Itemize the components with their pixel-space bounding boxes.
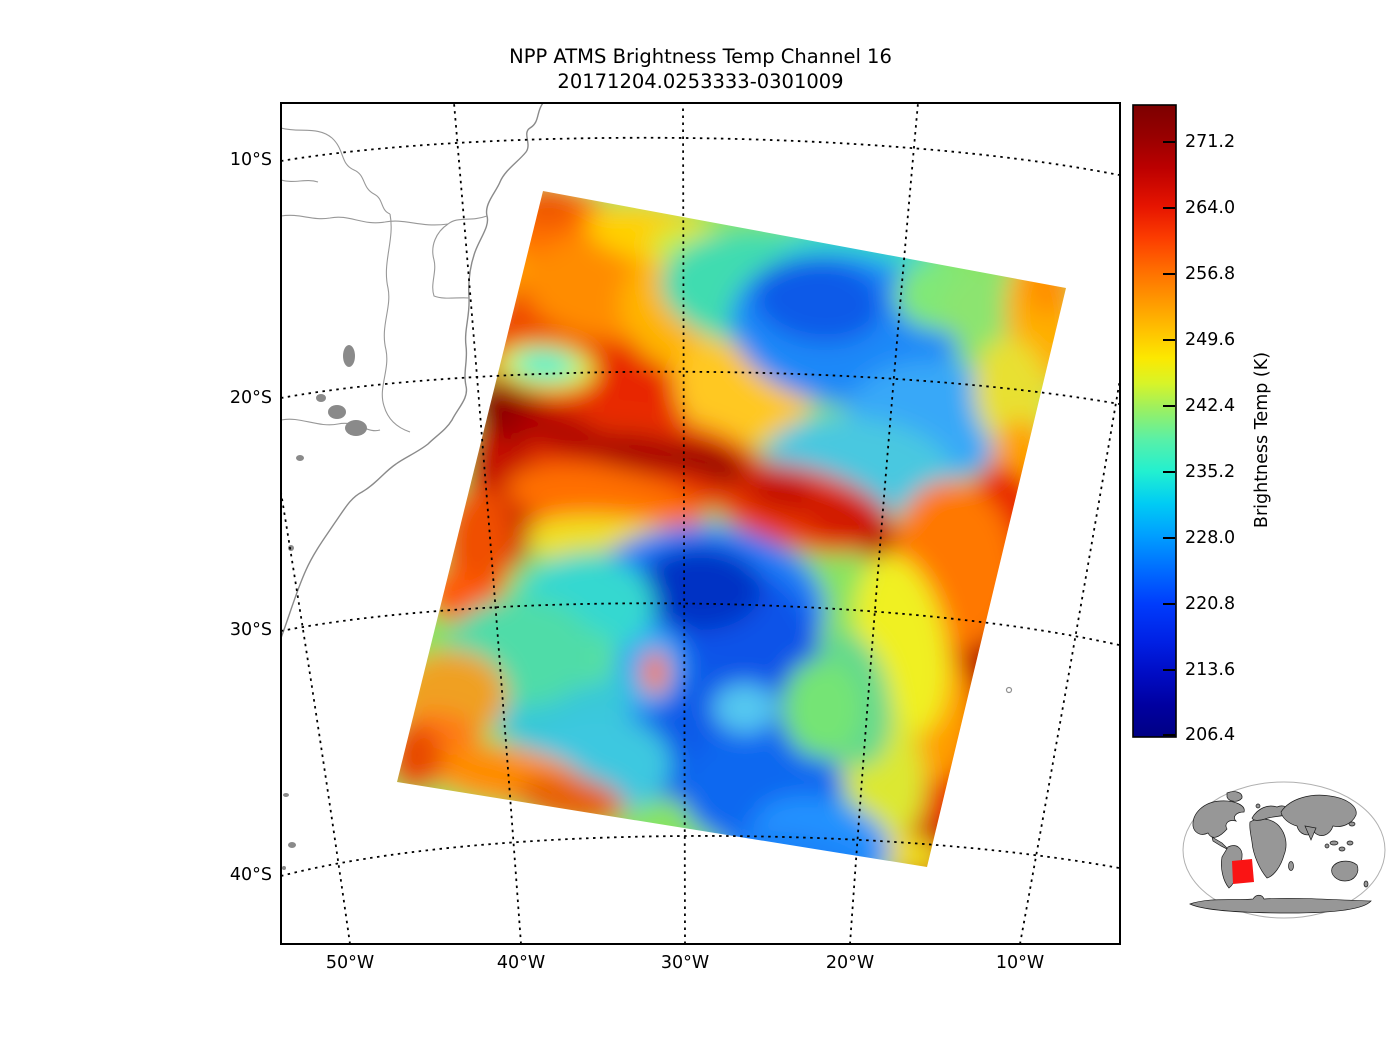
- lon-tick-label-20w: 20°W: [825, 953, 875, 973]
- colorbar-gradient: [1132, 104, 1177, 738]
- island-outline: [1005, 686, 1013, 694]
- colorbar-tick-label: 220.8: [1185, 594, 1236, 614]
- latitude-line-20s: [281, 370, 1120, 405]
- meridian-line-30w: [682, 103, 686, 944]
- title-line-1: NPP ATMS Brightness Temp Channel 16: [509, 45, 892, 68]
- colorbar-ticks: [1163, 141, 1175, 736]
- lakes: [282, 345, 367, 870]
- graticule: [281, 103, 1120, 944]
- title-line-2: 20171204.0253333-0301009: [557, 70, 844, 93]
- meridian-line-20w: [849, 103, 919, 944]
- colorbar-tick-label: 213.6: [1185, 660, 1236, 680]
- meridian-line-50w: [281, 487, 351, 944]
- colorbar-tick-label: 242.4: [1185, 396, 1236, 416]
- colorbar-tick-label: 206.4: [1185, 725, 1236, 745]
- lat-tick-label-10s: 10°S: [229, 150, 272, 170]
- lat-tick-label-30s: 30°S: [229, 620, 272, 640]
- colorbar-axis-label: Brightness Temp (K): [1252, 351, 1272, 529]
- figure-title: NPP ATMS Brightness Temp Channel 16 2017…: [280, 44, 1121, 94]
- lon-tick-label-40w: 40°W: [496, 953, 546, 973]
- inset-world-map: [1182, 781, 1386, 919]
- colorbar-tick-label: 228.0: [1185, 528, 1236, 548]
- colorbar-tick-label: 249.6: [1185, 330, 1236, 350]
- lon-tick-label-50w: 50°W: [325, 953, 375, 973]
- lat-tick-label-20s: 20°S: [229, 388, 272, 408]
- colorbar-tick-label: 235.2: [1185, 462, 1236, 482]
- colorbar-tick-label: 256.8: [1185, 264, 1236, 284]
- latitude-line-30s: [281, 602, 1120, 646]
- coastline-brazil: [281, 103, 544, 870]
- colorbar: [1132, 104, 1177, 738]
- state-borders: [281, 127, 488, 433]
- lon-tick-label-10w: 10°W: [995, 953, 1045, 973]
- colorbar-tick-label: 264.0: [1185, 198, 1236, 218]
- lon-tick-label-30w: 30°W: [660, 953, 710, 973]
- colorbar-tick-label: 271.2: [1185, 132, 1236, 152]
- meridian-line-10w: [1019, 373, 1120, 944]
- inset-swath-location-marker: [1232, 859, 1254, 884]
- latitude-line-40s: [281, 835, 1120, 877]
- lat-tick-label-40s: 40°S: [229, 865, 272, 885]
- axes-frame: [280, 102, 1121, 945]
- meridian-line-40w: [453, 103, 522, 944]
- inset-continents: [1189, 791, 1372, 914]
- latitude-line-10s: [281, 136, 1120, 176]
